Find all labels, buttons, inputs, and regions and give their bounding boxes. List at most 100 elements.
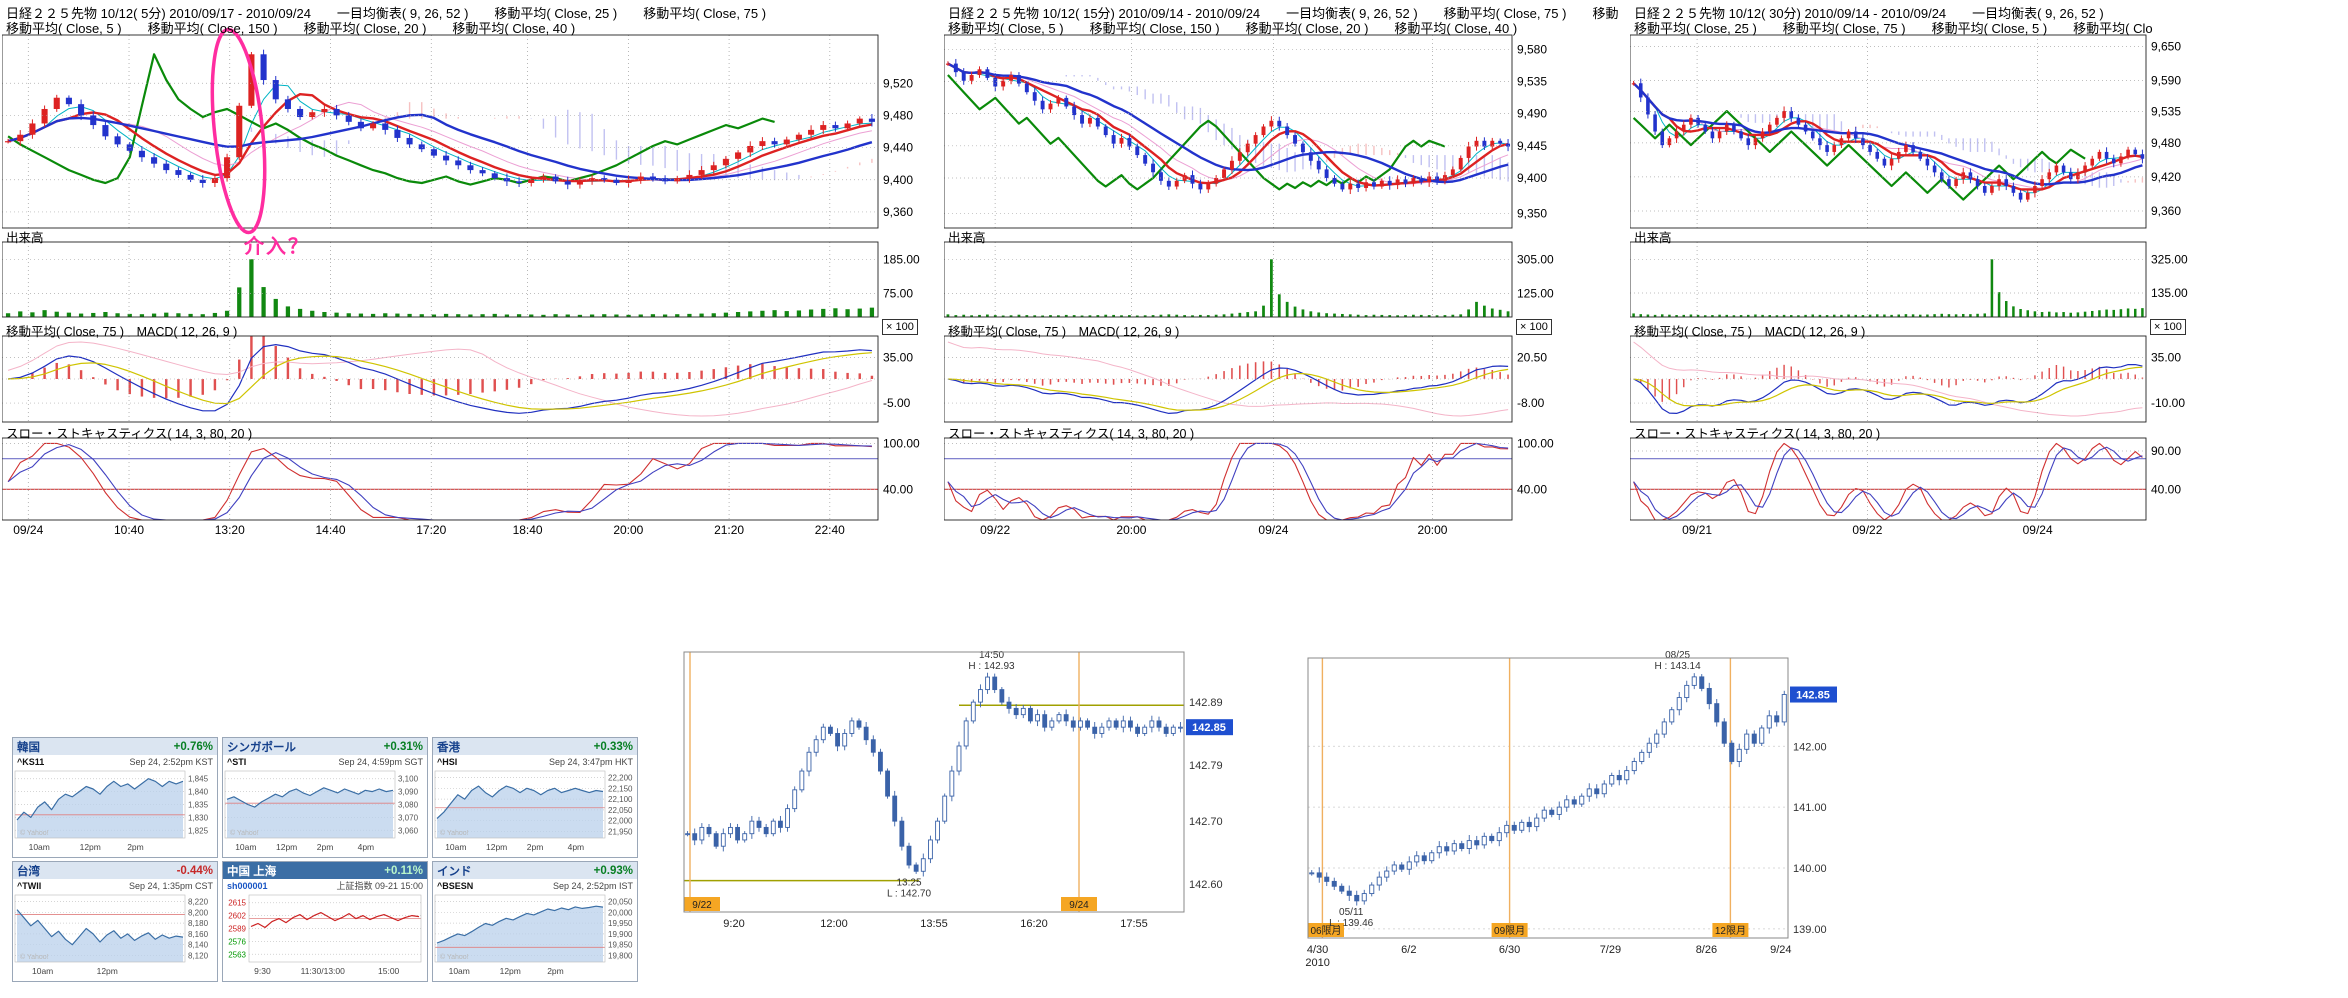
svg-text:142.60: 142.60 (1189, 879, 1223, 891)
stoch-pane (944, 442, 1512, 520)
market-change-badge: +0.93% (593, 864, 633, 877)
volume-multiplier-box: × 100 (2150, 319, 2186, 335)
svg-text:4pm: 4pm (358, 842, 375, 852)
svg-text:2615: 2615 (228, 899, 246, 908)
volume-multiplier-box: × 100 (1516, 319, 1552, 335)
svg-text:-5.00: -5.00 (883, 396, 911, 410)
svg-text:21,950: 21,950 (608, 828, 633, 837)
svg-text:05/11: 05/11 (1339, 907, 1364, 918)
mini-header: 台湾 -0.44% (13, 862, 217, 879)
svg-text:185.00: 185.00 (883, 252, 920, 266)
svg-text:9,420: 9,420 (2151, 170, 2181, 184)
macd-pane-label: 移動平均( Close, 75 ) MACD( 12, 26, 9 ) (948, 325, 1180, 339)
market-change-badge: +0.33% (593, 740, 633, 753)
svg-text:7/29: 7/29 (1600, 944, 1621, 956)
svg-text:H : 143.14: H : 143.14 (1655, 661, 1702, 672)
chart-subtitle: 移動平均( Close, 5 ) 移動平均( Close, 150 ) 移動平均… (6, 21, 576, 36)
svg-text:12:00: 12:00 (820, 918, 848, 930)
svg-text:L : 142.70: L : 142.70 (887, 888, 932, 899)
volume-pane-label: 出来高 (6, 231, 44, 245)
svg-text:10am: 10am (449, 966, 470, 976)
svg-text:325.00: 325.00 (2151, 252, 2188, 266)
nikkei-30min-chart: 09/21 09/22 09/24 9,650 9,590 9,535 9,480 9,420… (1630, 34, 2188, 537)
mini-header: 香港 +0.33% (433, 738, 637, 755)
macd-pane (7, 336, 874, 417)
svg-text:© Yahoo!: © Yahoo! (20, 829, 49, 837)
svg-text:125.00: 125.00 (1517, 286, 1554, 300)
svg-text:141.00: 141.00 (1793, 802, 1827, 814)
svg-text:6/30: 6/30 (1499, 944, 1520, 956)
svg-text:10am: 10am (445, 842, 466, 852)
svg-text:9/24: 9/24 (1069, 900, 1089, 911)
svg-text:20:00: 20:00 (613, 523, 643, 537)
svg-text:09/24: 09/24 (2023, 523, 2053, 537)
svg-text:2pm: 2pm (527, 842, 544, 852)
chart-panel-nikkei-15min: 09/22 20:00 09/24 20:00 9,580 9,535 9,490 9,445… (944, 2, 1618, 540)
svg-text:142.70: 142.70 (1189, 816, 1223, 828)
mini-chart-singapore: シンガポール +0.31% ^STI Sep 24, 4:59pm SGT 3,… (222, 737, 428, 858)
mini-chart-taiwan: 台湾 -0.44% ^TWII Sep 24, 1:35pm CST 8,220… (12, 861, 218, 982)
mini-chart-plot: 8,220 8,200 8,180 8,160 8,140 8,120 10am 12pm © … (14, 894, 209, 976)
svg-text:20.50: 20.50 (1517, 351, 1547, 365)
svg-text:14:50: 14:50 (979, 650, 1004, 661)
svg-text:9,480: 9,480 (2151, 136, 2181, 150)
svg-text:35.00: 35.00 (2151, 351, 2181, 365)
svg-text:13:20: 13:20 (215, 523, 245, 537)
ticker-symbol: ^STI (227, 756, 247, 767)
chart-panel-nikkei-5min: 09/24 10:40 13:20 14:40 17:20 18:40 20:00 21:20… (2, 2, 934, 540)
svg-text:305.00: 305.00 (1517, 252, 1554, 266)
usdjpy-intraday-chart: 142.89 142.79 142.70 142.60 9/22 9/24 14:50 H :… (680, 644, 1236, 952)
mini-subheader: ^BSESN Sep 24, 2:52pm IST (433, 879, 637, 892)
mini-chart-hongkong: 香港 +0.33% ^HSI Sep 24, 3:47pm HKT 22,200… (432, 737, 638, 858)
volume-pane-label: 出来高 (948, 231, 986, 245)
svg-text:9:30: 9:30 (254, 966, 271, 976)
svg-text:9,400: 9,400 (1517, 171, 1547, 185)
svg-text:09/24: 09/24 (1258, 523, 1288, 537)
mini-header: 韓国 +0.76% (13, 738, 217, 755)
mini-chart-plot: 22,200 22,150 22,100 22,050 22,000 21,950 10am… (434, 770, 633, 852)
svg-text:22,100: 22,100 (608, 795, 633, 804)
last-price-badge (1790, 686, 1837, 703)
svg-text:19,800: 19,800 (608, 952, 633, 961)
mini-subheader: ^HSI Sep 24, 3:47pm HKT (433, 755, 637, 768)
svg-text:9,480: 9,480 (883, 108, 913, 122)
svg-text:8,140: 8,140 (188, 941, 209, 950)
svg-text:100.00: 100.00 (1517, 436, 1554, 450)
quote-timestamp: Sep 24, 2:52pm KST (129, 756, 213, 767)
svg-text:8,200: 8,200 (188, 908, 209, 917)
ticker-symbol: sh000001 (227, 880, 268, 891)
date-badge (1308, 923, 1344, 937)
svg-text:8,160: 8,160 (188, 930, 209, 939)
svg-text:22,000: 22,000 (608, 817, 633, 826)
svg-text:12限月: 12限月 (1715, 925, 1746, 937)
svg-text:35.00: 35.00 (883, 351, 913, 365)
svg-text:139.00: 139.00 (1793, 924, 1827, 936)
svg-text:100.00: 100.00 (883, 436, 920, 450)
svg-text:12pm: 12pm (97, 966, 118, 976)
date-badge (1712, 923, 1749, 937)
chart-subtitle: 移動平均( Close, 5 ) 移動平均( Close, 150 ) 移動平均… (948, 21, 1518, 36)
svg-text:09/21: 09/21 (1682, 523, 1712, 537)
svg-text:2576: 2576 (228, 937, 246, 946)
svg-text:8/26: 8/26 (1696, 944, 1717, 956)
svg-text:2pm: 2pm (547, 966, 564, 976)
svg-text:8,180: 8,180 (188, 919, 209, 928)
macd-pane (947, 341, 1509, 417)
svg-text:12pm: 12pm (486, 842, 507, 852)
svg-text:22,050: 22,050 (608, 806, 633, 815)
quote-timestamp: Sep 24, 3:47pm HKT (548, 756, 633, 767)
svg-text:1,835: 1,835 (188, 801, 209, 810)
svg-text:-10.00: -10.00 (2151, 396, 2185, 410)
market-name: インド (437, 865, 472, 878)
date-badge (1491, 923, 1528, 937)
mini-chart-korea: 韓国 +0.76% ^KS11 Sep 24, 2:52pm KST 1,845… (12, 737, 218, 858)
svg-text:9,445: 9,445 (1517, 139, 1547, 153)
svg-text:© Yahoo!: © Yahoo! (440, 829, 469, 837)
mini-chart-shanghai: 中国 上海 +0.11% sh000001 上証指数 09-21 15:00 2… (222, 861, 428, 982)
svg-text:09限月: 09限月 (1494, 925, 1525, 937)
svg-text:142.00: 142.00 (1793, 741, 1827, 753)
svg-text:09/22: 09/22 (1852, 523, 1882, 537)
svg-text:15:00: 15:00 (378, 966, 400, 976)
usdjpy-daily-chart: 142.00 141.00 140.00 139.00 06限月 09限月 12限月 08/2… (1304, 650, 1840, 978)
ticker-symbol: ^KS11 (17, 756, 45, 767)
